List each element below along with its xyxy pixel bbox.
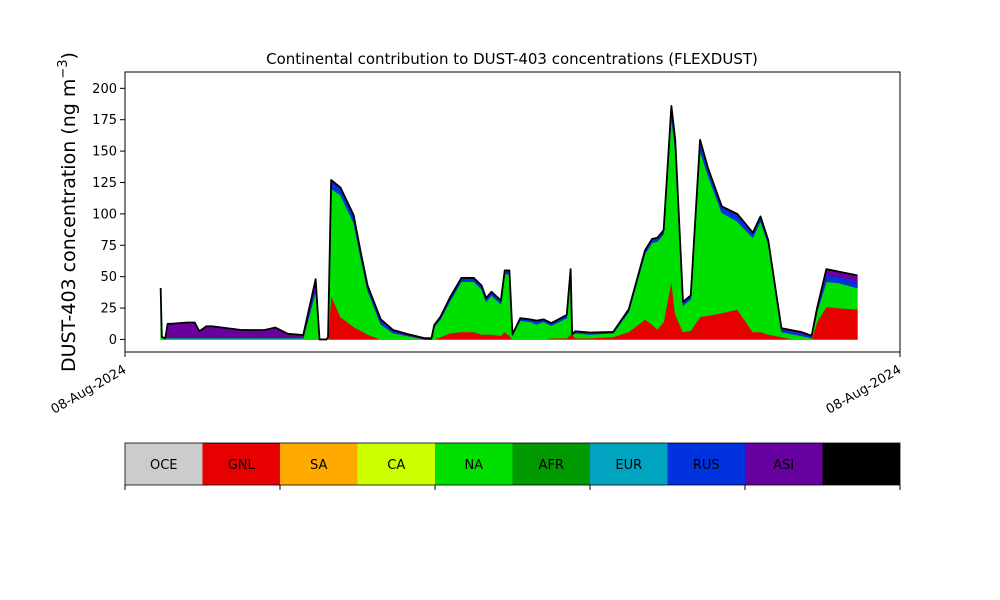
y-tick-label: 0 — [109, 333, 117, 348]
total-concentration-line — [159, 105, 858, 341]
y-tick-label: 100 — [92, 207, 117, 222]
y-tick-label: 175 — [92, 113, 117, 128]
legend-frame — [124, 442, 901, 486]
legend-label-ca: CA — [387, 458, 405, 473]
y-tick-label: 75 — [100, 239, 117, 254]
area-series-na — [160, 117, 858, 340]
y-tick-label: 200 — [92, 82, 117, 97]
legend: OCE GNL SA CA NA AFR EUR RUS ASI AUS — [124, 442, 901, 490]
y-tick-label: 25 — [100, 302, 117, 317]
legend-swatch-rus — [667, 443, 745, 485]
legend-swatch-asi — [745, 443, 823, 485]
legend-label-eur: EUR — [615, 458, 642, 473]
plot-frame — [124, 71, 901, 353]
legend-swatch-gnl — [202, 443, 280, 485]
legend-swatch-oce — [125, 443, 203, 485]
y-tick-label: 150 — [92, 145, 117, 160]
y-tick-label: 50 — [100, 270, 117, 285]
legend-label-aus: AUS — [848, 458, 875, 473]
y-axis-label-exponent: −3 — [56, 59, 71, 78]
legend-label-sa: SA — [310, 458, 327, 473]
legend-label-asi: ASI — [773, 458, 794, 473]
legend-label-afr: AFR — [539, 458, 564, 473]
x-tick-label: 08-Aug-2024 — [824, 362, 904, 417]
legend-label-rus: RUS — [693, 458, 720, 473]
legend-swatch-sa — [280, 443, 358, 485]
legend-swatch-na — [435, 443, 513, 485]
legend-label-na: NA — [464, 458, 483, 473]
y-tick-label: 125 — [92, 176, 117, 191]
legend-label-gnl: GNL — [228, 458, 256, 473]
legend-swatch-ca — [357, 443, 435, 485]
legend-swatch-afr — [512, 443, 590, 485]
legend-swatch-eur — [590, 443, 668, 485]
y-axis-label-text: DUST-403 concentration (ng m — [58, 79, 80, 372]
legend-label-oce: OCE — [150, 458, 178, 473]
y-axis-label-suffix: ) — [58, 52, 80, 59]
chart-title: Continental contribution to DUST-403 con… — [266, 50, 758, 68]
plot-area — [159, 105, 858, 341]
legend-swatch-aus — [822, 443, 900, 485]
y-axis-label: DUST-403 concentration (ng m−3) — [56, 52, 80, 372]
